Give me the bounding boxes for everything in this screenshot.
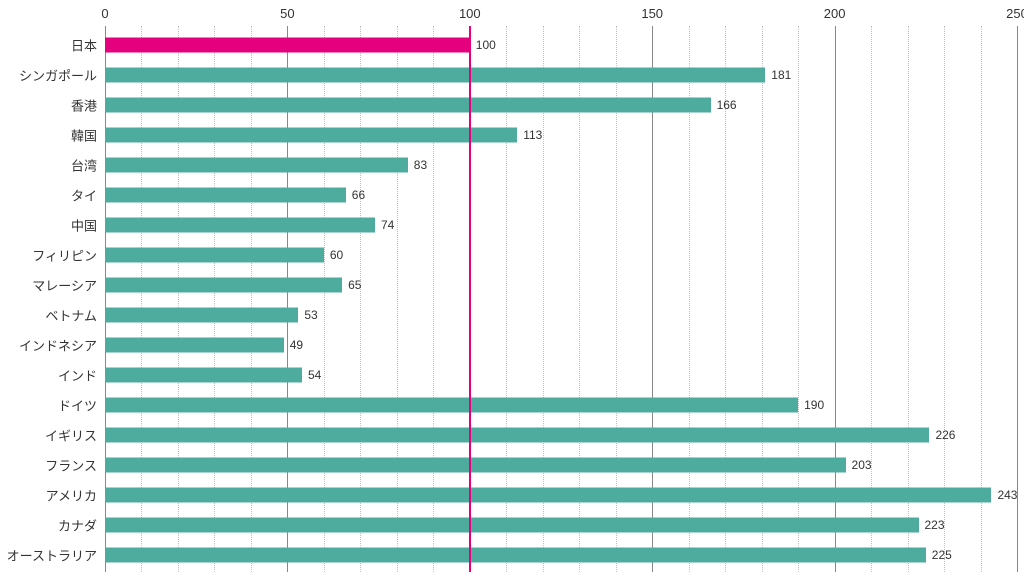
bar-row: マレーシア65 (105, 270, 1017, 300)
x-axis-tick-label: 50 (280, 6, 294, 21)
category-label: マレーシア (32, 276, 105, 295)
value-label: 190 (804, 398, 824, 412)
bar (105, 518, 919, 533)
value-label: 74 (381, 218, 394, 232)
x-axis-tick-label: 200 (824, 6, 846, 21)
value-label: 181 (771, 68, 791, 82)
value-label: 83 (414, 158, 427, 172)
value-label: 243 (997, 488, 1017, 502)
bar-row: タイ66 (105, 180, 1017, 210)
bar (105, 398, 798, 413)
bar-row: インド54 (105, 360, 1017, 390)
bar-row: インドネシア49 (105, 330, 1017, 360)
bar (105, 68, 765, 83)
bar-row: アメリカ243 (105, 480, 1017, 510)
bar-row: フランス203 (105, 450, 1017, 480)
bar-row: シンガポール181 (105, 60, 1017, 90)
category-label: 香港 (71, 96, 105, 115)
category-label: 台湾 (71, 156, 105, 175)
value-label: 66 (352, 188, 365, 202)
bar (105, 158, 408, 173)
value-label: 203 (852, 458, 872, 472)
bar-row: ドイツ190 (105, 390, 1017, 420)
value-label: 166 (717, 98, 737, 112)
bar (105, 368, 302, 383)
bar (105, 488, 991, 503)
bar (105, 188, 346, 203)
bar (105, 548, 926, 563)
value-label: 49 (290, 338, 303, 352)
bar (105, 128, 517, 143)
category-label: インド (58, 366, 105, 385)
value-label: 113 (523, 128, 542, 142)
bar (105, 38, 470, 53)
bar-row: 中国74 (105, 210, 1017, 240)
category-label: シンガポール (19, 66, 105, 85)
category-label: オーストラリア (7, 546, 105, 565)
plot-area: 050100150200250日本100シンガポール181香港166韓国113台… (105, 26, 1017, 572)
bar (105, 308, 298, 323)
x-axis-tick-label: 150 (641, 6, 663, 21)
category-label: タイ (71, 186, 105, 205)
category-label: ドイツ (58, 396, 105, 415)
category-label: フィリピン (32, 246, 105, 265)
bar-row: フィリピン60 (105, 240, 1017, 270)
bar-row: ベトナム53 (105, 300, 1017, 330)
value-label: 60 (330, 248, 343, 262)
category-label: 韓国 (71, 126, 105, 145)
bar-row: 韓国113 (105, 120, 1017, 150)
x-axis-tick-label: 0 (101, 6, 108, 21)
bar (105, 98, 711, 113)
category-label: フランス (45, 456, 105, 475)
bar-row: カナダ223 (105, 510, 1017, 540)
category-label: インドネシア (19, 336, 105, 355)
value-label: 225 (932, 548, 952, 562)
bar (105, 278, 342, 293)
bar (105, 458, 846, 473)
value-label: 223 (925, 518, 945, 532)
value-label: 53 (304, 308, 317, 322)
horizontal-bar-chart: 050100150200250日本100シンガポール181香港166韓国113台… (0, 0, 1024, 577)
x-axis-tick-label: 100 (459, 6, 481, 21)
value-label: 226 (935, 428, 955, 442)
bar-row: イギリス226 (105, 420, 1017, 450)
bar-row: 日本100 (105, 30, 1017, 60)
category-label: アメリカ (46, 486, 105, 505)
bar (105, 338, 284, 353)
value-label: 54 (308, 368, 321, 382)
bar-row: オーストラリア225 (105, 540, 1017, 570)
category-label: カナダ (58, 516, 105, 535)
reference-line (469, 26, 471, 572)
category-label: ベトナム (45, 306, 105, 325)
value-label: 100 (476, 38, 496, 52)
bar-row: 香港166 (105, 90, 1017, 120)
x-axis-tick-label: 250 (1006, 6, 1024, 21)
bar (105, 428, 929, 443)
bar (105, 218, 375, 233)
category-label: イギリス (45, 426, 105, 445)
category-label: 中国 (71, 216, 105, 235)
category-label: 日本 (71, 36, 105, 55)
value-label: 65 (348, 278, 361, 292)
bar-row: 台湾83 (105, 150, 1017, 180)
bar (105, 248, 324, 263)
